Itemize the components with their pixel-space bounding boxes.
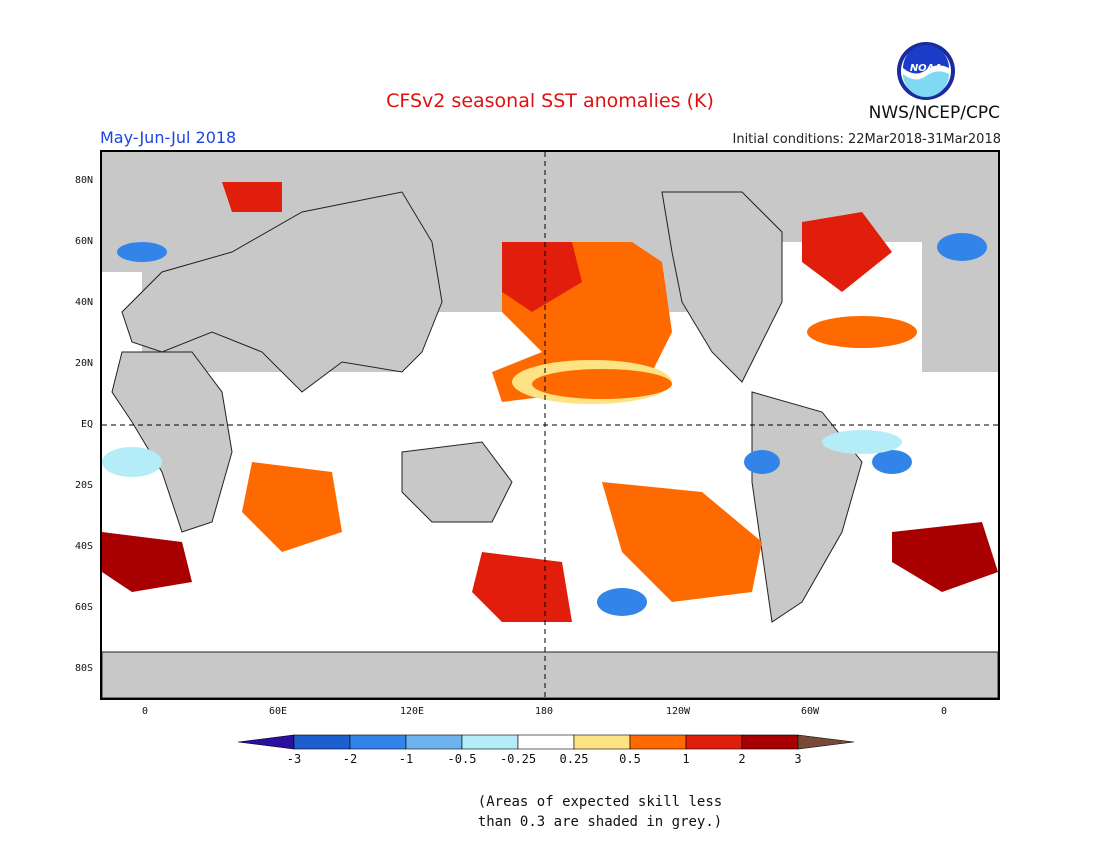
lon-label-0-left: 0	[141, 706, 149, 717]
legend-swatch-3	[405, 734, 463, 750]
legend-swatch-7	[629, 734, 687, 750]
legend-swatch-0	[237, 734, 295, 750]
map-title: CFSv2 seasonal SST anomalies (K)	[386, 90, 714, 112]
legend-tick-label: -3	[286, 752, 302, 766]
lon-label-60w: 60W	[800, 706, 820, 717]
agency-label: NWS/NCEP/CPC	[868, 103, 1000, 123]
skill-note-line-2: than 0.3 are shaded in grey.)	[477, 814, 723, 830]
cool-anomalies	[102, 233, 987, 616]
lon-label-120w: 120W	[665, 706, 691, 717]
color-legend	[237, 732, 862, 756]
lat-label-60s: 60S	[74, 602, 93, 613]
legend-tick-label: 0.25	[559, 752, 589, 766]
land-masses	[102, 191, 998, 698]
legend-swatch-10	[797, 734, 855, 750]
lon-label-120e: 120E	[399, 706, 425, 717]
noaa-logo: NOAA	[895, 40, 957, 106]
skill-note: (Areas of expected skill less than 0.3 a…	[440, 792, 760, 832]
lat-label-20s: 20S	[74, 480, 93, 491]
legend-tick-label: -0.25	[499, 752, 537, 766]
season-label: May-Jun-Jul 2018	[100, 128, 237, 147]
legend-swatch-4	[461, 734, 519, 750]
warm-anomalies	[102, 182, 998, 622]
sst-anomaly-map	[100, 150, 1000, 700]
lat-label-80n: 80N	[74, 175, 93, 186]
legend-swatch-9	[741, 734, 799, 750]
map-canvas	[102, 152, 998, 698]
lat-label-40n: 40N	[74, 297, 93, 308]
lon-label-180: 180	[534, 706, 554, 717]
legend-tick-label: 0.5	[619, 752, 641, 766]
legend-bar	[237, 734, 855, 750]
noaa-logo-text: NOAA	[910, 63, 942, 74]
legend-tick-label: 3	[794, 752, 802, 766]
legend-tick-label: -1	[398, 752, 414, 766]
lat-label-eq: EQ	[80, 419, 93, 430]
lon-label-0-right: 0	[940, 706, 948, 717]
legend-swatch-5	[517, 734, 575, 750]
legend-swatch-8	[685, 734, 743, 750]
legend-tick-label: -0.5	[447, 752, 477, 766]
lat-label-80s: 80S	[74, 663, 93, 674]
lat-label-20n: 20N	[74, 358, 93, 369]
legend-tick-label: 2	[738, 752, 746, 766]
legend-swatch-2	[349, 734, 407, 750]
legend-tick-label: 1	[682, 752, 690, 766]
initial-conditions-label: Initial conditions: 22Mar2018-31Mar2018	[732, 132, 1002, 147]
lat-label-40s: 40S	[74, 541, 93, 552]
legend-swatch-1	[293, 734, 351, 750]
skill-note-line-1: (Areas of expected skill less	[477, 794, 723, 810]
legend-swatch-6	[573, 734, 631, 750]
lat-label-60n: 60N	[74, 236, 93, 247]
lon-label-60e: 60E	[268, 706, 288, 717]
legend-tick-label: -2	[342, 752, 358, 766]
